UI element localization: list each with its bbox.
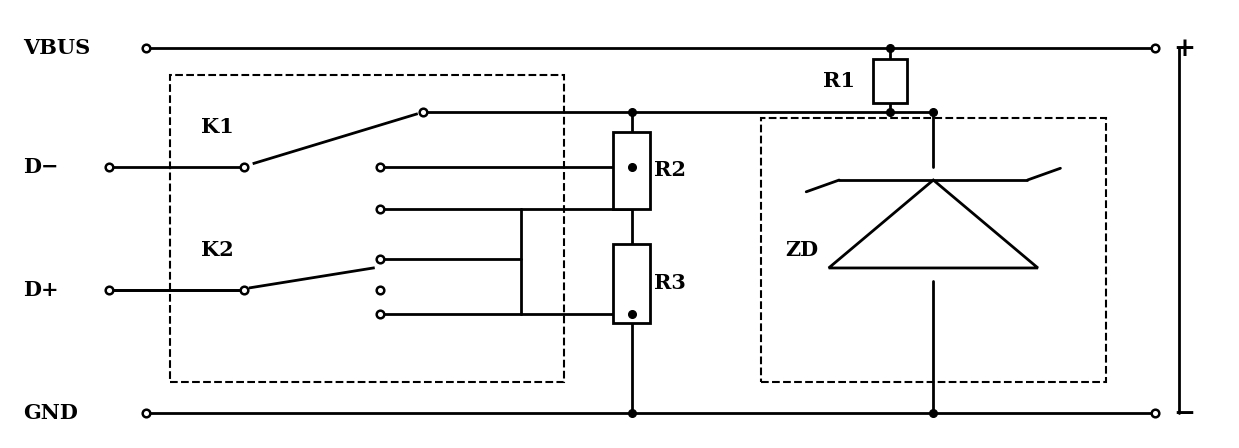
Text: R2: R2 — [654, 160, 686, 180]
Text: K2: K2 — [201, 241, 234, 260]
Text: D+: D+ — [22, 280, 58, 300]
Bar — [873, 59, 907, 103]
Text: VBUS: VBUS — [22, 38, 90, 58]
Bar — [613, 132, 650, 209]
Text: R1: R1 — [823, 71, 855, 91]
Bar — [761, 118, 1105, 382]
Bar — [170, 74, 564, 382]
Text: +: + — [1173, 36, 1196, 60]
Bar — [613, 244, 650, 323]
Text: −: − — [1173, 401, 1196, 426]
Text: D−: D− — [22, 157, 58, 177]
Text: ZD: ZD — [786, 241, 819, 260]
Text: GND: GND — [22, 403, 78, 423]
Text: R3: R3 — [654, 273, 686, 293]
Text: K1: K1 — [201, 117, 234, 137]
